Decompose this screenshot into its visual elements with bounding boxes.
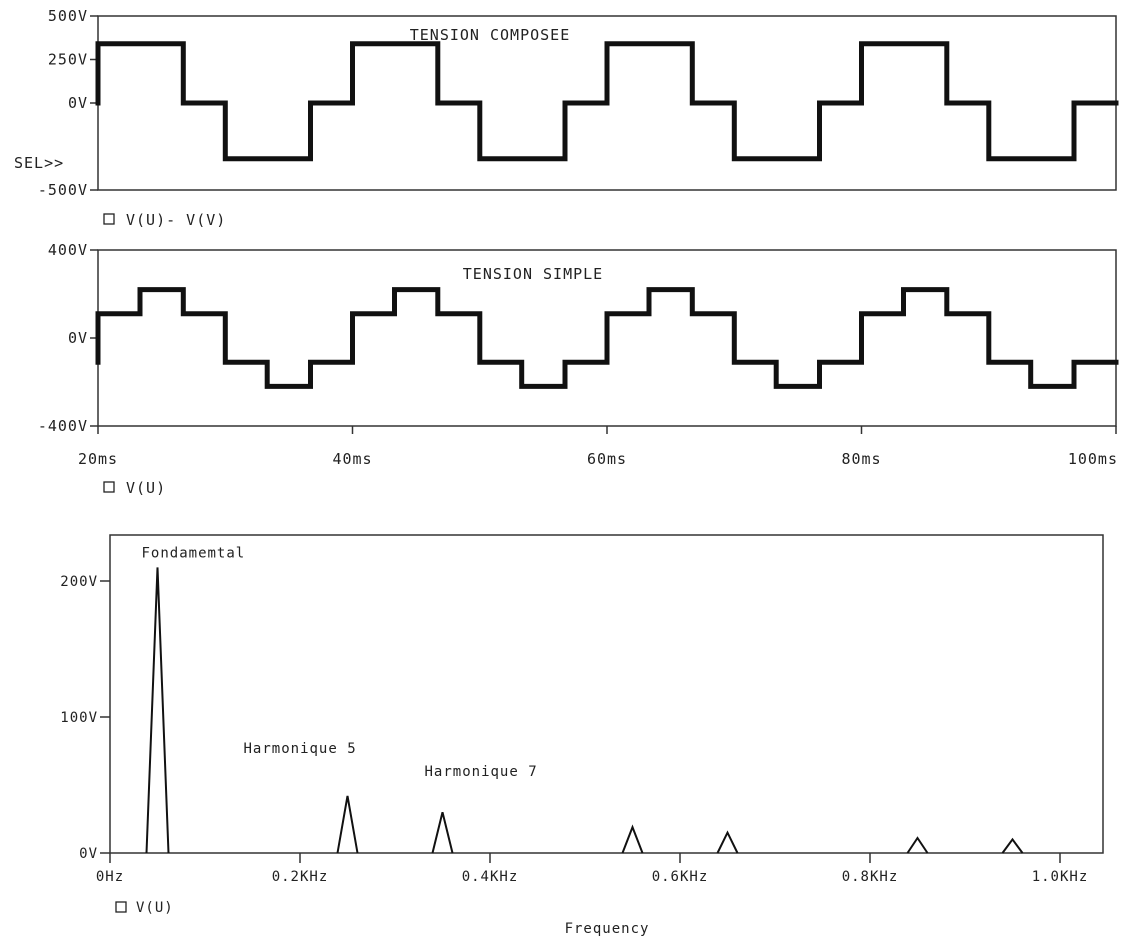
legend-label-simple: V(U)	[126, 479, 166, 497]
spectrum-peak	[906, 836, 929, 854]
time-x-tick-label: 80ms	[841, 450, 881, 468]
spectrum-peak	[431, 811, 454, 854]
cursor-select-label: SEL>>	[14, 154, 64, 172]
simple-y-tick-label: 0V	[68, 329, 88, 347]
x-axis-label-frequency: Frequency	[565, 921, 650, 937]
composee-y-tick-label: 0V	[68, 94, 88, 112]
panel-spectrum: 0V 100V 200V 0Hz 0.2KHz 0.4KHz 0.6KHz 0.8KHz 1.…	[60, 534, 1104, 937]
chart-title-simple: TENSION SIMPLE	[463, 265, 603, 283]
composee-y-tick-label: 500V	[48, 7, 88, 25]
time-x-tick-label: 20ms	[78, 450, 118, 468]
panel-tension-composee: TENSION COMPOSEE SEL>> 500V 250V 0V -500V V…	[14, 7, 1119, 229]
spectrum-peak	[621, 824, 644, 854]
time-x-tick-label: 60ms	[587, 450, 627, 468]
spectrum-peak	[1001, 837, 1024, 854]
series-line-v-u	[95, 287, 1119, 389]
spectrum-y-tick-label: 200V	[60, 574, 98, 590]
time-x-tick-label: 40ms	[332, 450, 372, 468]
legend-marker-square	[103, 481, 115, 493]
spectrum-peak	[716, 830, 739, 854]
plot-frame-spectrum	[109, 534, 1104, 854]
spectrum-peak	[145, 567, 170, 854]
panel-tension-simple: TENSION SIMPLE 400V 0V -400V 20ms 40ms 60ms 8…	[38, 241, 1119, 497]
spectrum-peak-label: Fondamemtal	[142, 545, 246, 561]
simple-y-tick-label: -400V	[38, 417, 88, 435]
legend-marker-square	[115, 901, 127, 913]
chart-title-composee: TENSION COMPOSEE	[410, 26, 571, 44]
spectrum-peak-label: Harmonique 5	[244, 741, 357, 757]
series-line-v-u-minus-v-v	[95, 41, 1119, 162]
frequency-x-tick-label: 0Hz	[96, 869, 124, 885]
spectrum-y-tick-label: 0V	[79, 846, 98, 862]
legend-label-spectrum: V(U)	[136, 900, 174, 916]
frequency-x-tick-label: 0.8KHz	[842, 869, 899, 885]
time-x-tick-label: 100ms	[1068, 450, 1118, 468]
spectrum-peak	[336, 795, 359, 854]
composee-y-tick-label: -500V	[38, 181, 88, 199]
simple-y-tick-label: 400V	[48, 241, 88, 259]
spectrum-peak-label: Harmonique 7	[425, 764, 538, 780]
frequency-x-tick-label: 1.0KHz	[1032, 869, 1089, 885]
legend-marker-square	[103, 213, 115, 225]
composee-y-tick-label: 250V	[48, 51, 88, 69]
legend-label-composee: V(U)- V(V)	[126, 211, 226, 229]
frequency-x-tick-label: 0.4KHz	[462, 869, 519, 885]
spectrum-y-tick-label: 100V	[60, 710, 98, 726]
frequency-x-tick-label: 0.2KHz	[272, 869, 329, 885]
frequency-x-tick-label: 0.6KHz	[652, 869, 709, 885]
